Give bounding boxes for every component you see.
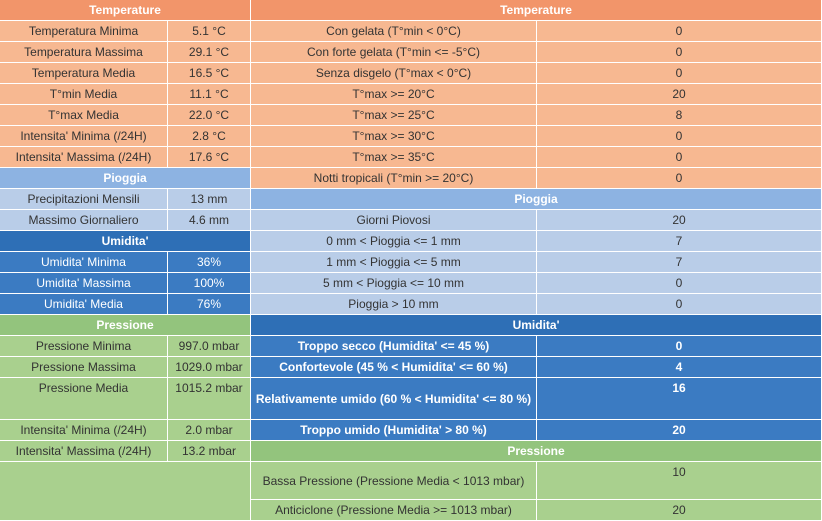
right-temperature-header: Temperature xyxy=(251,0,822,21)
left-pressure-filler xyxy=(0,462,251,521)
left-temp-value: 22.0 °C xyxy=(168,105,251,126)
left-temp-value: 17.6 °C xyxy=(168,147,251,168)
left-pressure-label: Pressione Media xyxy=(0,378,168,420)
left-temp-value: 5.1 °C xyxy=(168,21,251,42)
right-humidity-label: Troppo secco (Humidita' <= 45 %) xyxy=(251,336,537,357)
right-temp-value: 0 xyxy=(537,21,822,42)
right-pressure-value: 10 xyxy=(537,462,822,500)
right-temp-value: 0 xyxy=(537,168,822,189)
left-rain-value: 4.6 mm xyxy=(168,210,251,231)
left-temp-value: 2.8 °C xyxy=(168,126,251,147)
right-humidity-label: Confortevole (45 % < Humidita' <= 60 %) xyxy=(251,357,537,378)
left-temp-label: Temperatura Media xyxy=(0,63,168,84)
right-humidity-value: 20 xyxy=(537,420,822,441)
right-rain-label: 1 mm < Pioggia <= 5 mm xyxy=(251,252,537,273)
right-pressure-label: Anticiclone (Pressione Media >= 1013 mba… xyxy=(251,500,537,521)
right-temp-label: T°max >= 35°C xyxy=(251,147,537,168)
left-temp-value: 29.1 °C xyxy=(168,42,251,63)
right-rain-value: 7 xyxy=(537,252,822,273)
left-humidity-value: 100% xyxy=(168,273,251,294)
left-pressure-label: Intensita' Minima (/24H) xyxy=(0,420,168,441)
left-humidity-value: 36% xyxy=(168,252,251,273)
left-rain-label: Massimo Giornaliero xyxy=(0,210,168,231)
right-pressure-value: 20 xyxy=(537,500,822,521)
right-temp-value: 0 xyxy=(537,63,822,84)
left-temp-label: Intensita' Massima (/24H) xyxy=(0,147,168,168)
left-temp-value: 11.1 °C xyxy=(168,84,251,105)
left-rain-value: 13 mm xyxy=(168,189,251,210)
left-pressure-label: Pressione Massima xyxy=(0,357,168,378)
left-temp-label: T°max Media xyxy=(0,105,168,126)
right-temp-label: Con forte gelata (T°min <= -5°C) xyxy=(251,42,537,63)
right-temp-label: Notti tropicali (T°min >= 20°C) xyxy=(251,168,537,189)
right-rain-value: 0 xyxy=(537,273,822,294)
right-temp-label: T°max >= 20°C xyxy=(251,84,537,105)
right-pressure-header: Pressione xyxy=(251,441,822,462)
right-rain-value: 7 xyxy=(537,231,822,252)
right-humidity-value: 16 xyxy=(537,378,822,420)
left-pressure-header: Pressione xyxy=(0,315,251,336)
right-temp-label: T°max >= 25°C xyxy=(251,105,537,126)
left-temperature-header: Temperature xyxy=(0,0,251,21)
left-temp-label: T°min Media xyxy=(0,84,168,105)
left-humidity-label: Umidita' Media xyxy=(0,294,168,315)
right-temp-label: Senza disgelo (T°max < 0°C) xyxy=(251,63,537,84)
right-temp-value: 0 xyxy=(537,147,822,168)
right-rain-label: 5 mm < Pioggia <= 10 mm xyxy=(251,273,537,294)
left-temp-label: Intensita' Minima (/24H) xyxy=(0,126,168,147)
left-temp-label: Temperatura Minima xyxy=(0,21,168,42)
right-humidity-label: Relativamente umido (60 % < Humidita' <=… xyxy=(251,378,537,420)
left-pressure-value: 997.0 mbar xyxy=(168,336,251,357)
right-rain-header: Pioggia xyxy=(251,189,822,210)
right-humidity-header: Umidita' xyxy=(251,315,822,336)
right-rain-label: Giorni Piovosi xyxy=(251,210,537,231)
right-temp-label: T°max >= 30°C xyxy=(251,126,537,147)
left-pressure-label: Pressione Minima xyxy=(0,336,168,357)
right-rain-label: 0 mm < Pioggia <= 1 mm xyxy=(251,231,537,252)
right-temp-value: 8 xyxy=(537,105,822,126)
left-humidity-value: 76% xyxy=(168,294,251,315)
right-rain-value: 20 xyxy=(537,210,822,231)
left-pressure-label: Intensita' Massima (/24H) xyxy=(0,441,168,462)
left-temp-label: Temperatura Massima xyxy=(0,42,168,63)
right-pressure-label: Bassa Pressione (Pressione Media < 1013 … xyxy=(251,462,537,500)
left-humidity-label: Umidita' Minima xyxy=(0,252,168,273)
right-rain-value: 0 xyxy=(537,294,822,315)
left-pressure-value: 1015.2 mbar xyxy=(168,378,251,420)
right-rain-label: Pioggia > 10 mm xyxy=(251,294,537,315)
left-humidity-label: Umidita' Massima xyxy=(0,273,168,294)
left-temp-value: 16.5 °C xyxy=(168,63,251,84)
right-temp-value: 0 xyxy=(537,42,822,63)
left-rain-header: Pioggia xyxy=(0,168,251,189)
right-humidity-label: Troppo umido (Humidita' > 80 %) xyxy=(251,420,537,441)
right-humidity-value: 4 xyxy=(537,357,822,378)
left-humidity-header: Umidita' xyxy=(0,231,251,252)
left-pressure-value: 13.2 mbar xyxy=(168,441,251,462)
left-rain-label: Precipitazioni Mensili xyxy=(0,189,168,210)
left-pressure-value: 1029.0 mbar xyxy=(168,357,251,378)
right-temp-value: 0 xyxy=(537,126,822,147)
right-temp-value: 20 xyxy=(537,84,822,105)
left-pressure-value: 2.0 mbar xyxy=(168,420,251,441)
right-temp-label: Con gelata (T°min < 0°C) xyxy=(251,21,537,42)
right-humidity-value: 0 xyxy=(537,336,822,357)
